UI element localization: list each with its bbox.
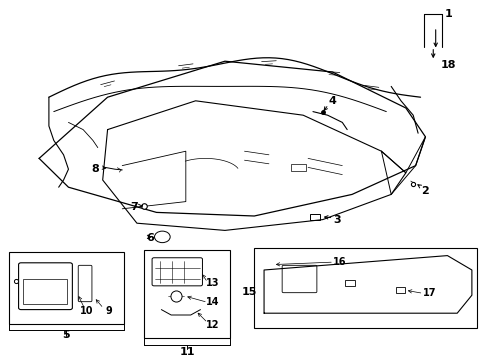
Text: 12: 12 bbox=[205, 320, 219, 330]
Bar bbox=[395, 287, 404, 293]
Bar bbox=[23, 279, 67, 304]
Text: 13: 13 bbox=[205, 278, 219, 288]
Bar bbox=[290, 164, 305, 171]
Bar bbox=[344, 280, 354, 286]
Bar bbox=[144, 250, 229, 338]
Text: 3: 3 bbox=[333, 215, 341, 225]
Text: 15: 15 bbox=[241, 287, 257, 297]
Text: 5: 5 bbox=[62, 330, 70, 340]
Text: 6: 6 bbox=[146, 233, 154, 243]
Text: 8: 8 bbox=[91, 164, 99, 174]
Bar bbox=[254, 248, 476, 328]
Text: 16: 16 bbox=[332, 257, 346, 267]
Text: 2: 2 bbox=[421, 186, 428, 196]
Bar bbox=[9, 252, 123, 324]
Text: 1: 1 bbox=[444, 9, 452, 19]
Text: 7: 7 bbox=[130, 202, 138, 212]
Text: 4: 4 bbox=[328, 96, 336, 106]
Bar bbox=[309, 214, 320, 220]
Text: 18: 18 bbox=[440, 60, 456, 70]
Text: 17: 17 bbox=[422, 288, 435, 298]
Text: 10: 10 bbox=[80, 306, 94, 316]
Text: 11: 11 bbox=[179, 347, 195, 357]
Text: 9: 9 bbox=[105, 306, 112, 316]
Text: 14: 14 bbox=[205, 297, 219, 307]
